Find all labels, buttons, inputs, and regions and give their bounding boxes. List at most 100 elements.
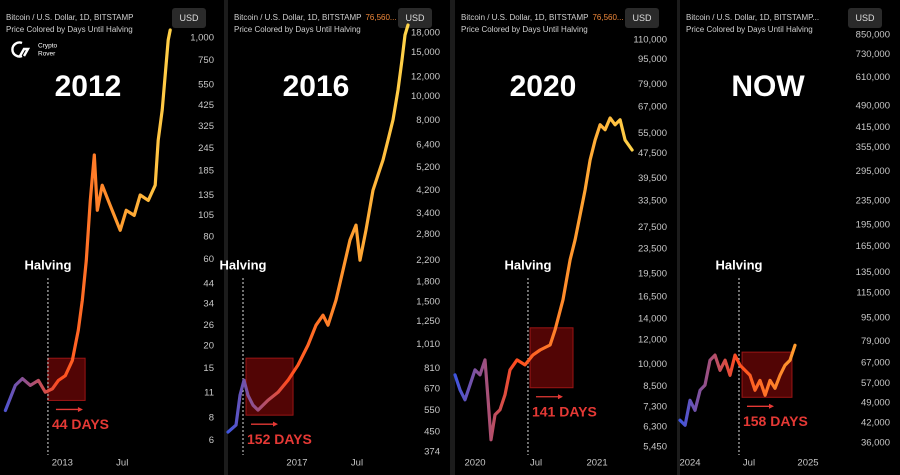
y-tick-label: 6,400 [416, 139, 440, 150]
halving-label: Halving [24, 257, 71, 272]
panel: Bitcoin / U.S. Dollar, 1D, BITSTAMP 76,56… [453, 0, 677, 475]
x-tick-label: 2013 [52, 458, 73, 469]
y-tick-label: 355,000 [856, 142, 890, 153]
y-tick-label: 5,200 [416, 162, 440, 173]
unit-label: USD [855, 13, 875, 23]
x-tick-label: Jul [351, 458, 363, 469]
y-tick-label: 10,000 [411, 91, 440, 102]
y-tick-label: 550 [198, 80, 214, 91]
y-tick-label: 8,500 [643, 381, 667, 392]
y-tick-label: 2,800 [416, 229, 440, 240]
y-tick-label: 36,000 [861, 438, 890, 449]
y-tick-label: 79,000 [638, 79, 667, 90]
y-tick-label: 60 [203, 254, 214, 265]
x-tick-label: Jul [743, 458, 755, 469]
price-line [226, 23, 410, 434]
y-tick-label: 295,000 [856, 166, 890, 177]
y-tick-label: 14,000 [638, 314, 667, 325]
chart-header: Bitcoin / U.S. Dollar, 1D, BITSTAMP [6, 13, 133, 22]
y-tick-label: 27,500 [638, 222, 667, 233]
y-tick-label: 750 [198, 55, 214, 66]
chart-subtitle: Price Colored by Days Until Halving [686, 25, 813, 34]
unit-box [625, 8, 659, 28]
y-tick-label: 12,000 [638, 334, 667, 345]
price-line [678, 343, 797, 427]
arrow-head [768, 403, 774, 409]
y-tick-label: 80 [203, 231, 214, 242]
panel: Bitcoin / U.S. Dollar, 1D, BITSTAMP Price… [0, 0, 224, 475]
y-tick-label: 57,000 [861, 378, 890, 389]
y-tick-label: 8 [209, 413, 214, 424]
y-tick-label: 135 [198, 190, 214, 201]
x-tick-label: 2017 [286, 458, 307, 469]
y-tick-label: 15,000 [411, 47, 440, 58]
y-tick-label: 810 [424, 363, 440, 374]
chart-header: Bitcoin / U.S. Dollar, 1D, BITSTAMP 76,56… [234, 13, 397, 22]
y-tick-label: 850,000 [856, 29, 890, 40]
chart-subtitle: Price Colored by Days Until Halving [6, 25, 133, 34]
y-tick-label: 95,000 [638, 54, 667, 65]
y-tick-label: 1,000 [190, 32, 214, 43]
y-tick-label: 374 [424, 447, 440, 458]
chart-subtitle: Price Colored by Days Until Halving [234, 25, 361, 34]
days-label: 141 DAYS [532, 403, 597, 419]
highlight-box [47, 357, 86, 401]
y-tick-label: 105 [198, 210, 214, 221]
y-tick-label: 185 [198, 165, 214, 176]
y-tick-label: 49,000 [861, 398, 890, 409]
y-tick-label: 11 [204, 387, 214, 398]
y-tick-label: 8,000 [416, 115, 440, 126]
y-tick-label: 7,300 [643, 402, 667, 413]
y-tick-label: 6,300 [643, 422, 667, 433]
halving-label: Halving [220, 257, 267, 272]
chart-header: Bitcoin / U.S. Dollar, 1D, BITSTAMP 76,56… [461, 13, 624, 22]
y-tick-label: 4,200 [416, 185, 440, 196]
x-tick-label: Jul [530, 458, 542, 469]
y-tick-label: 1,010 [416, 339, 440, 350]
header-text: Bitcoin / U.S. Dollar, 1D, BITSTAMP [6, 13, 133, 22]
y-tick-label: 1,800 [416, 277, 440, 288]
logo-text: Rover [38, 51, 56, 58]
y-tick-label: 2,200 [416, 255, 440, 266]
arrow-head [77, 406, 83, 412]
unit-box [172, 8, 206, 28]
panel: Bitcoin / U.S. Dollar, 1D, BITSTAMP... Pr… [678, 0, 900, 475]
header-text: Bitcoin / U.S. Dollar, 1D, BITSTAMP [461, 13, 588, 22]
y-tick-label: 3,400 [416, 208, 440, 219]
panel-background [0, 0, 224, 475]
y-tick-label: 135,000 [856, 267, 890, 278]
logo-icon [11, 41, 31, 58]
header-text: Bitcoin / U.S. Dollar, 1D, BITSTAMP [234, 13, 361, 22]
y-tick-label: 44 [203, 278, 214, 289]
unit-label: USD [179, 13, 199, 23]
y-tick-label: 490,000 [856, 101, 890, 112]
y-tick-label: 79,000 [861, 336, 890, 347]
header-price: 76,560... [365, 13, 396, 22]
y-tick-label: 610,000 [856, 72, 890, 83]
y-tick-label: 5,450 [643, 441, 667, 452]
y-tick-label: 15 [203, 363, 214, 374]
y-tick-label: 47,500 [638, 148, 667, 159]
y-tick-label: 115,000 [856, 288, 890, 299]
y-tick-label: 18,000 [411, 27, 440, 38]
y-tick-label: 245 [198, 143, 214, 154]
y-tick-label: 415,000 [856, 122, 890, 133]
days-label: 152 DAYS [247, 431, 312, 447]
halving-label: Halving [504, 257, 551, 272]
halving-label: Halving [716, 257, 763, 272]
y-tick-label: 110,000 [633, 34, 667, 45]
price-line [3, 28, 172, 413]
unit-label: USD [405, 13, 425, 23]
y-tick-label: 325 [198, 121, 214, 132]
y-tick-label: 450 [424, 427, 440, 438]
y-tick-label: 23,500 [638, 243, 667, 254]
y-tick-label: 19,500 [638, 269, 667, 280]
chart-subtitle: Price Colored by Days Until Halving [461, 25, 588, 34]
logo-text: Crypto [38, 43, 58, 50]
y-tick-label: 10,000 [638, 359, 667, 370]
y-tick-label: 12,000 [411, 71, 440, 82]
y-tick-label: 1,500 [416, 296, 440, 307]
y-tick-label: 16,500 [638, 291, 667, 302]
y-tick-label: 39,500 [638, 173, 667, 184]
